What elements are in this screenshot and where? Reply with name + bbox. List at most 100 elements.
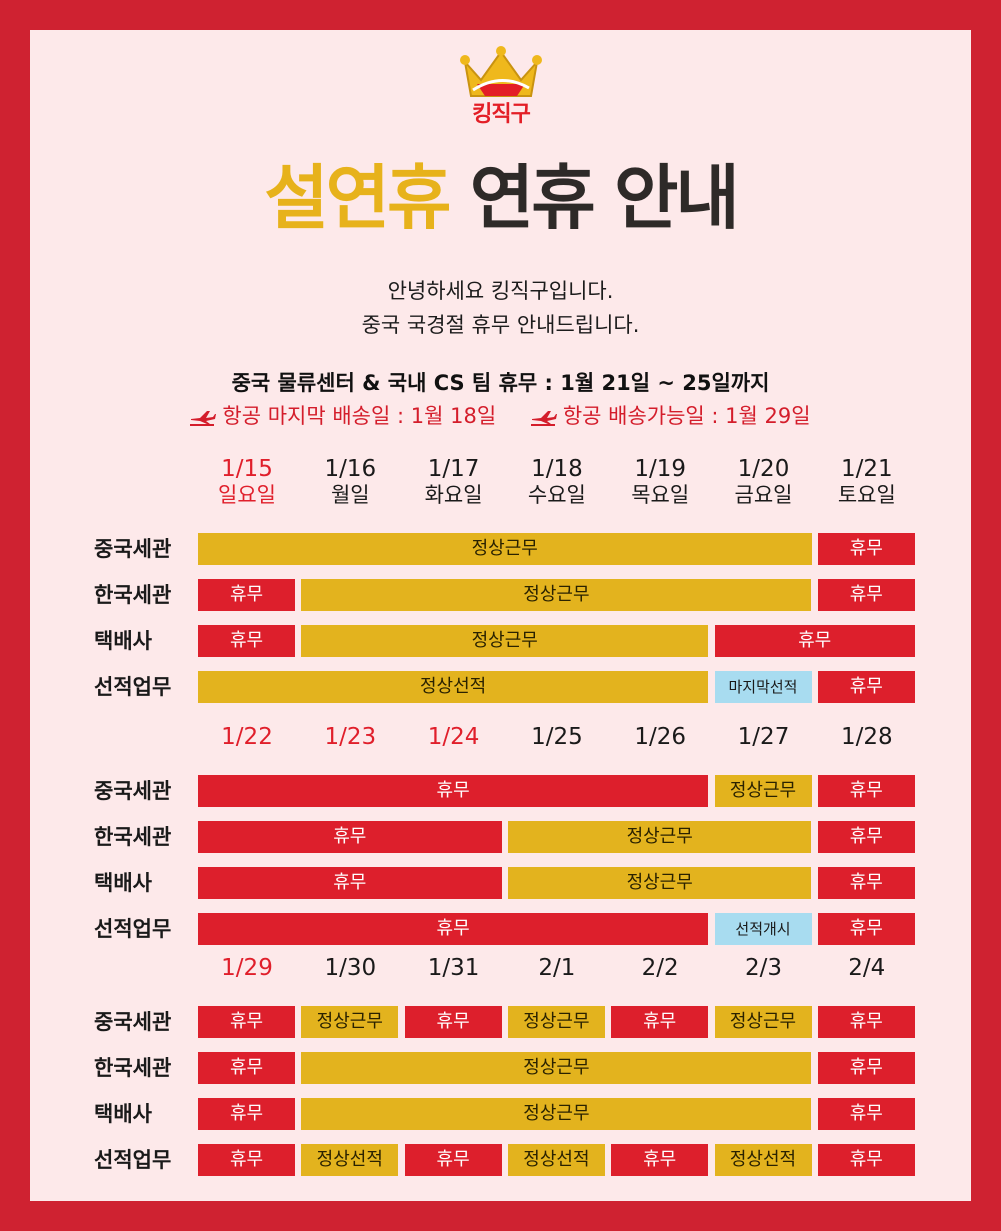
date-label: 1/30 (324, 955, 377, 981)
schedule-bar-red: 휴무 (817, 867, 915, 899)
schedule-bar-red: 휴무 (817, 1006, 915, 1038)
date-column-header: 1/28 (817, 724, 917, 750)
page-title: 설연휴 연휴 안내 (0, 148, 1001, 248)
air-shipping-info: 항공 마지막 배송일 : 1월 18일 항공 배송가능일 : 1월 29일 (0, 401, 1001, 431)
date-label: 1/16 (324, 456, 377, 482)
weekday-label: 토요일 (837, 483, 896, 507)
date-column-header: 1/23 (300, 724, 400, 750)
schedule-bar-red: 휴무 (404, 1144, 502, 1176)
date-label: 2/3 (744, 955, 782, 981)
row-label: 택배사 (94, 1102, 152, 1126)
schedule-bar-yellow: 정상근무 (507, 867, 812, 899)
last-shipping-text: 항공 마지막 배송일 : 1월 18일 (222, 404, 497, 428)
schedule-bar-red: 휴무 (817, 671, 915, 703)
available-shipping: 항공 배송가능일 : 1월 29일 (530, 401, 811, 431)
intro-line-2: 중국 국경절 휴무 안내드립니다. (361, 313, 640, 337)
schedule-bar-red: 휴무 (817, 1144, 915, 1176)
schedule-bar-yellow: 정상근무 (507, 821, 812, 853)
date-label: 1/31 (427, 955, 480, 981)
schedule-bar-yellow: 정상근무 (301, 1098, 812, 1130)
schedule-bar-yellow: 정상근무 (301, 579, 812, 611)
date-label: 1/24 (427, 724, 480, 750)
last-shipping: 항공 마지막 배송일 : 1월 18일 (190, 401, 496, 431)
title-accent: 설연휴 (264, 157, 451, 239)
schedule-bar-red: 휴무 (198, 1144, 295, 1176)
weekday-label: 월일 (330, 483, 370, 507)
date-label: 1/25 (531, 724, 583, 750)
date-column-header: 1/31 (404, 955, 504, 981)
schedule-bar-red: 휴무 (817, 533, 915, 565)
date-column-header: 1/20 금요일 (714, 456, 814, 508)
date-column-header: 1/16 월일 (300, 456, 400, 508)
row-label: 선적업무 (94, 917, 172, 941)
date-label: 1/26 (634, 724, 687, 750)
row-label: 한국세관 (94, 583, 172, 607)
brand-name: 킹직구 (472, 102, 531, 127)
schedule-bar-red: 휴무 (404, 1006, 502, 1038)
date-column-header: 1/24 (404, 724, 504, 750)
crown-icon (460, 46, 542, 97)
date-column-header: 1/19 목요일 (610, 456, 710, 508)
schedule-bar-red: 휴무 (611, 1144, 709, 1176)
row-label: 한국세관 (94, 1056, 172, 1080)
date-column-header: 1/27 (714, 724, 814, 750)
date-label: 1/21 (840, 456, 893, 482)
schedule-bar-red: 휴무 (198, 1052, 295, 1084)
date-column-header: 1/17 화요일 (404, 456, 504, 508)
date-label: 1/28 (840, 724, 893, 750)
schedule-bar-red: 휴무 (198, 1098, 295, 1130)
row-label: 택배사 (94, 629, 152, 653)
schedule-bar-blue: 마지막선적 (714, 671, 812, 703)
notice-panel (30, 30, 971, 1201)
closure-notice: 중국 물류센터 & 국내 CS 팀 휴무 : 1월 21일 ~ 25일까지 (231, 371, 770, 395)
schedule-bar-red: 휴무 (198, 1006, 295, 1038)
schedule-bar-yellow: 정상선적 (714, 1144, 812, 1176)
row-label: 선적업무 (94, 675, 172, 699)
row-label: 선적업무 (94, 1148, 172, 1172)
schedule-bar-red: 휴무 (817, 1098, 915, 1130)
weekday-label: 일요일 (218, 483, 276, 507)
date-column-header: 2/1 (507, 955, 607, 981)
schedule-bar-yellow: 정상선적 (507, 1144, 605, 1176)
airplane-icon (190, 411, 217, 426)
date-label: 1/29 (221, 955, 273, 981)
schedule-bar-blue: 선적개시 (714, 913, 812, 945)
schedule-bar-red: 휴무 (198, 775, 709, 807)
schedule-bar-red: 휴무 (817, 579, 915, 611)
row-label: 중국세관 (94, 779, 172, 803)
intro-line-1: 안녕하세요 킹직구입니다. (387, 279, 614, 303)
date-column-header: 1/25 (507, 724, 607, 750)
row-label: 택배사 (94, 871, 152, 895)
date-label: 1/20 (737, 456, 790, 482)
schedule-bar-red: 휴무 (817, 821, 915, 853)
schedule-bar-red: 휴무 (817, 775, 915, 807)
schedule-bar-red: 휴무 (198, 821, 502, 853)
schedule-bar-yellow: 정상근무 (301, 1006, 399, 1038)
schedule-bar-red: 휴무 (817, 913, 915, 945)
weekday-label: 목요일 (631, 483, 690, 507)
available-shipping-text: 항공 배송가능일 : 1월 29일 (562, 404, 811, 428)
brand-logo: 킹직구 (459, 44, 543, 130)
date-column-header: 1/21 토요일 (817, 456, 917, 508)
schedule-bar-yellow: 정상근무 (198, 533, 812, 565)
weekday-label: 화요일 (424, 483, 483, 507)
row-label: 중국세관 (94, 1010, 172, 1034)
title-rest: 연휴 안내 (469, 157, 740, 239)
date-label: 1/27 (737, 724, 790, 750)
schedule-bar-yellow: 정상선적 (301, 1144, 399, 1176)
date-label: 1/23 (324, 724, 377, 750)
row-label: 중국세관 (94, 537, 172, 561)
date-column-header: 2/3 (714, 955, 814, 981)
date-column-header: 1/15 일요일 (197, 456, 297, 508)
schedule-bar-red: 휴무 (198, 625, 295, 657)
date-label: 1/22 (221, 724, 273, 750)
airplane-icon (530, 411, 557, 426)
schedule-bar-red: 휴무 (817, 1052, 915, 1084)
schedule-bar-red: 휴무 (611, 1006, 709, 1038)
date-column-header: 1/26 (610, 724, 710, 750)
schedule-bar-yellow: 정상선적 (198, 671, 709, 703)
date-column-header: 2/4 (817, 955, 917, 981)
date-label: 2/4 (848, 955, 886, 981)
schedule-bar-red: 휴무 (198, 867, 502, 899)
date-column-header: 1/30 (300, 955, 400, 981)
